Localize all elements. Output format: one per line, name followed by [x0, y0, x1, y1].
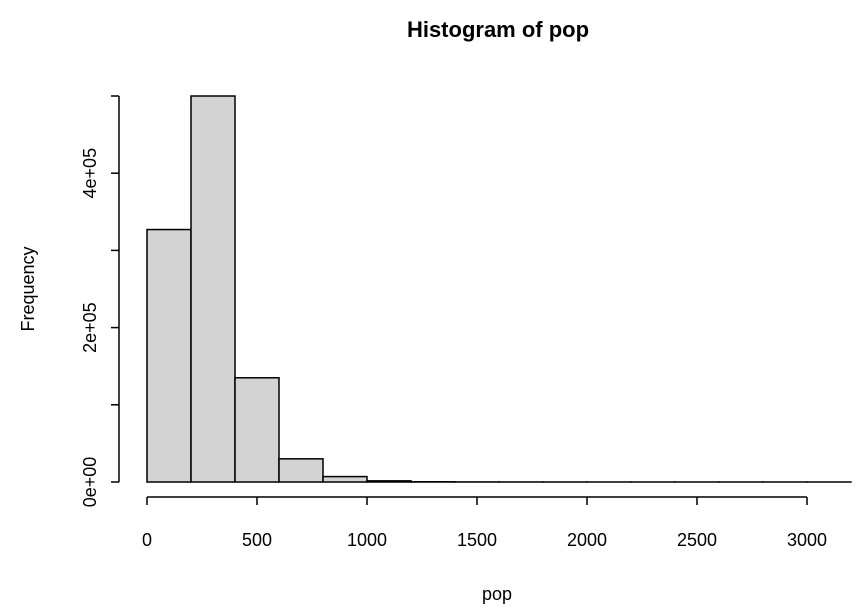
x-tick-label-1: 500: [242, 530, 272, 550]
y-tick-label-4: 4e+05: [80, 148, 100, 199]
y-tick-label-2: 2e+05: [80, 302, 100, 353]
y-axis: 0e+00 2e+05 4e+05: [80, 95, 120, 508]
histogram-bar-0: [146, 228, 192, 483]
histogram-bar-3: [278, 458, 324, 483]
x-tick-label-4: 2000: [567, 530, 607, 550]
chart-title: Histogram of pop: [407, 17, 589, 42]
x-tick-label-0: 0: [142, 530, 152, 550]
histogram-bar-1: [190, 95, 236, 483]
x-axis-title: pop: [482, 584, 512, 604]
x-tick-label-6: 3000: [787, 530, 827, 550]
histogram-bar-4: [322, 475, 368, 483]
x-tick-label-2: 1000: [347, 530, 387, 550]
histogram-bar-5: [366, 480, 412, 483]
histogram-bar-2: [234, 377, 280, 483]
x-tick-label-5: 2500: [677, 530, 717, 550]
x-tick-label-3: 1500: [457, 530, 497, 550]
x-axis: 0 500 1000 1500 2000 2500 3000: [142, 496, 827, 550]
bars-layer: [146, 95, 852, 483]
y-tick-label-0: 0e+00: [80, 457, 100, 508]
y-axis-title: Frequency: [18, 246, 38, 331]
